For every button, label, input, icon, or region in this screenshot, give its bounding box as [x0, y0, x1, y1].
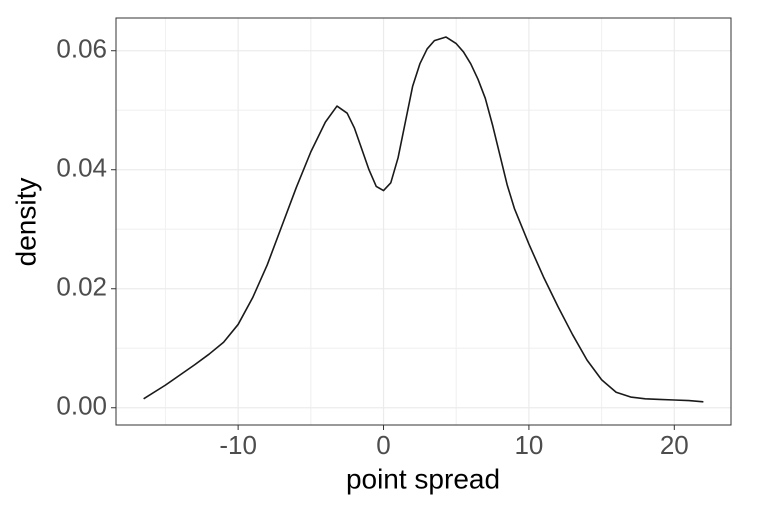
x-tick-label: 10 [514, 430, 543, 460]
density-line [143, 36, 704, 403]
x-tick-label: 0 [376, 430, 390, 460]
y-tick-label: 0.06 [56, 34, 107, 64]
x-axis-title: point spread [346, 463, 500, 494]
x-tick-label: 20 [660, 430, 689, 460]
y-tick-label: 0.04 [56, 153, 107, 183]
y-axis-title: density [10, 178, 41, 267]
y-tick-label: 0.00 [56, 391, 107, 421]
panel-border [115, 17, 732, 426]
y-tick-label: 0.02 [56, 272, 107, 302]
x-tick-label: -10 [219, 430, 257, 460]
